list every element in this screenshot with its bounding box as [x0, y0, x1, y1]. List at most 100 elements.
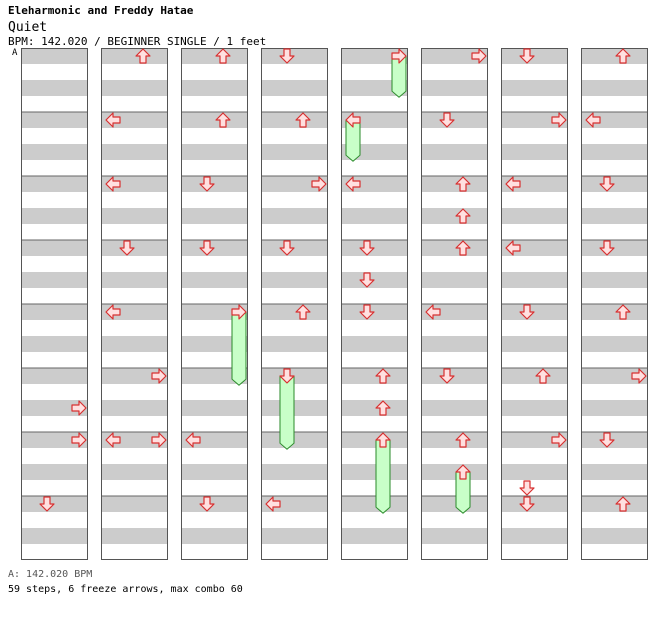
- beat-stripe: [21, 240, 88, 256]
- beat-stripe: [181, 208, 248, 224]
- beat-stripe: [341, 176, 408, 192]
- beat-stripe: [421, 144, 488, 160]
- column-border: [421, 48, 488, 560]
- beat-stripe: [501, 400, 568, 416]
- step-arrow-down-icon: [599, 432, 615, 448]
- column-border: [341, 48, 408, 560]
- beat-stripe: [21, 112, 88, 128]
- step-arrow-left-icon: [105, 432, 121, 448]
- step-arrow-down-icon: [359, 240, 375, 256]
- beat-stripe: [421, 496, 488, 512]
- beat-stripe: [181, 48, 248, 64]
- step-arrow-right-icon: [71, 400, 87, 416]
- beat-stripe: [581, 48, 648, 64]
- beat-stripe: [261, 336, 328, 352]
- step-arrow-right-icon: [231, 304, 247, 320]
- beat-stripe: [341, 208, 408, 224]
- step-arrow-right-icon: [151, 432, 167, 448]
- step-arrow-left-icon: [265, 496, 281, 512]
- beat-stripe: [501, 240, 568, 256]
- step-arrow-down-icon: [519, 48, 535, 64]
- step-arrow-up-icon: [295, 112, 311, 128]
- beat-stripe: [261, 144, 328, 160]
- chart-column-2: [101, 48, 168, 560]
- beat-stripe: [421, 240, 488, 256]
- beat-stripe: [501, 112, 568, 128]
- beat-stripe: [21, 272, 88, 288]
- step-arrow-down-icon: [39, 496, 55, 512]
- beat-stripe: [341, 464, 408, 480]
- step-arrow-up-icon: [615, 496, 631, 512]
- beat-stripe: [181, 400, 248, 416]
- step-arrow-up-icon: [215, 112, 231, 128]
- beat-stripe: [421, 208, 488, 224]
- beat-stripe: [21, 144, 88, 160]
- beat-stripe: [421, 304, 488, 320]
- artist-name: Eleharmonic and Freddy Hatae: [8, 4, 194, 17]
- beat-stripe: [501, 208, 568, 224]
- beat-stripe: [101, 208, 168, 224]
- beat-stripe: [21, 368, 88, 384]
- beat-stripe: [21, 400, 88, 416]
- beat-stripe: [101, 496, 168, 512]
- song-title: Quiet: [8, 20, 48, 35]
- beat-stripe: [21, 80, 88, 96]
- step-arrow-up-icon: [455, 240, 471, 256]
- step-arrow-left-icon: [105, 176, 121, 192]
- beat-stripe: [101, 176, 168, 192]
- step-arrow-down-icon: [519, 480, 535, 496]
- beat-stripe: [501, 80, 568, 96]
- beat-stripe: [501, 176, 568, 192]
- step-arrow-down-icon: [599, 176, 615, 192]
- step-arrow-left-icon: [585, 112, 601, 128]
- step-arrow-left-icon: [185, 432, 201, 448]
- beat-stripe: [101, 112, 168, 128]
- step-arrow-up-icon: [535, 368, 551, 384]
- column-border: [501, 48, 568, 560]
- beat-stripe: [21, 528, 88, 544]
- freeze-arrow-down: [279, 375, 295, 450]
- beat-stripe: [501, 144, 568, 160]
- beat-stripe: [261, 80, 328, 96]
- beat-stripe: [21, 464, 88, 480]
- beat-stripe: [101, 144, 168, 160]
- beat-stripe: [21, 176, 88, 192]
- step-arrow-up-icon: [295, 304, 311, 320]
- step-stats: 59 steps, 6 freeze arrows, max combo 60: [8, 584, 243, 595]
- step-arrow-right-icon: [311, 176, 327, 192]
- beat-stripe: [101, 368, 168, 384]
- beat-stripe: [341, 368, 408, 384]
- beat-stripe: [181, 368, 248, 384]
- beat-stripe: [261, 112, 328, 128]
- beat-stripe: [181, 336, 248, 352]
- step-arrow-up-icon: [375, 400, 391, 416]
- step-arrow-right-icon: [151, 368, 167, 384]
- freeze-arrow-right: [231, 311, 247, 386]
- beat-stripe: [261, 208, 328, 224]
- chart-column-6: [421, 48, 488, 560]
- beat-stripe: [421, 336, 488, 352]
- beat-stripe: [341, 528, 408, 544]
- beat-stripe: [101, 400, 168, 416]
- beat-stripe: [21, 48, 88, 64]
- step-arrow-left-icon: [345, 176, 361, 192]
- column-border: [21, 48, 88, 560]
- beat-stripe: [581, 144, 648, 160]
- beat-stripe: [581, 464, 648, 480]
- beat-stripe: [501, 464, 568, 480]
- step-arrow-right-icon: [471, 48, 487, 64]
- beat-stripe: [341, 496, 408, 512]
- beat-stripe: [581, 208, 648, 224]
- step-arrow-down-icon: [279, 368, 295, 384]
- step-arrow-up-icon: [375, 432, 391, 448]
- beat-stripe: [341, 336, 408, 352]
- beat-stripe: [501, 432, 568, 448]
- beat-stripe: [341, 432, 408, 448]
- beat-stripe: [421, 400, 488, 416]
- bpm-marker-label: A: [12, 48, 18, 58]
- beat-stripe: [261, 464, 328, 480]
- step-arrow-right-icon: [551, 112, 567, 128]
- beat-stripe: [501, 336, 568, 352]
- step-arrow-left-icon: [105, 112, 121, 128]
